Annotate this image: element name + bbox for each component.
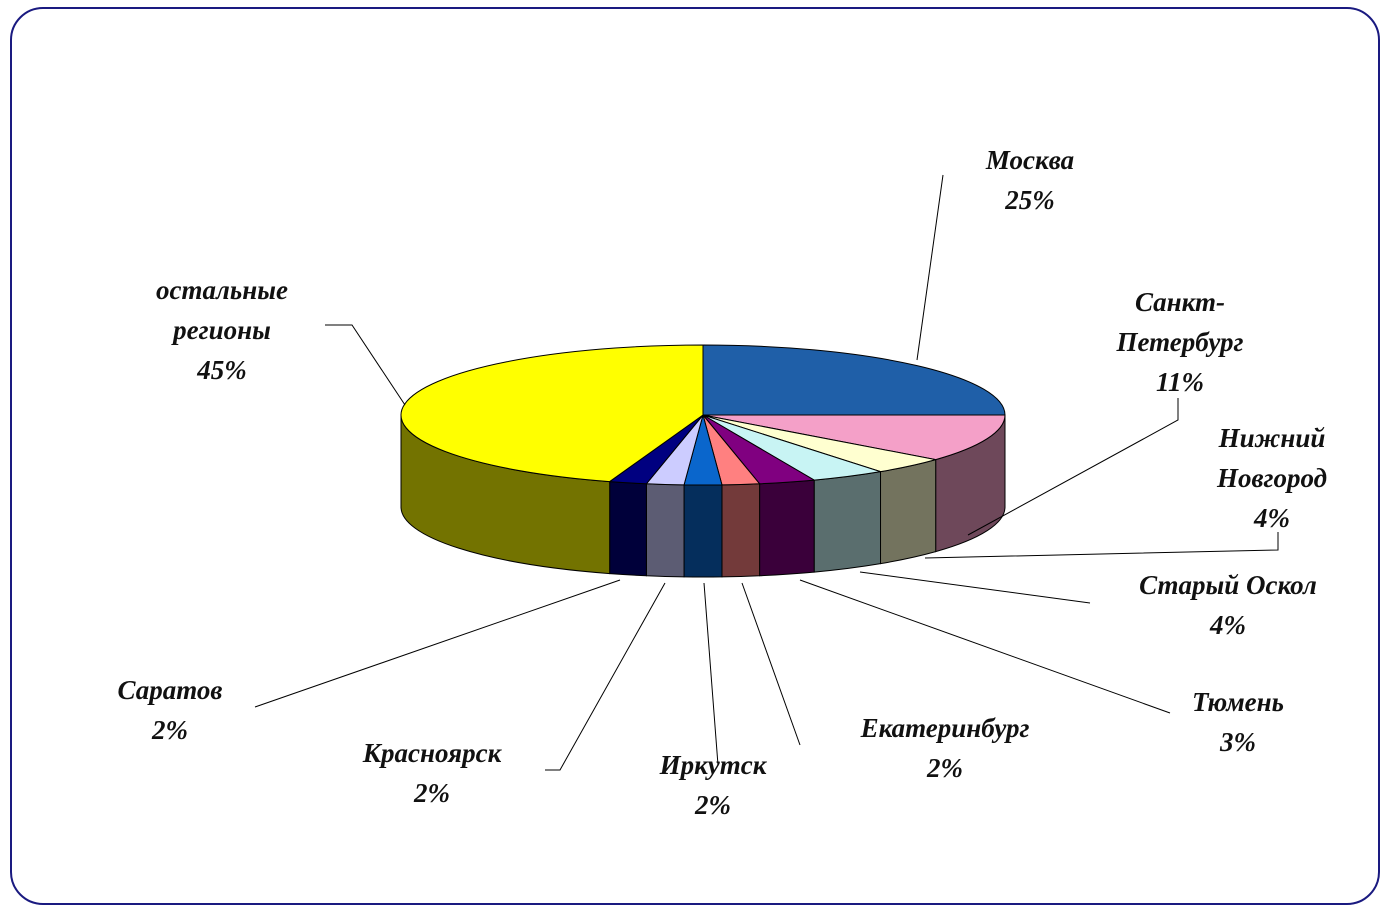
leader-line bbox=[741, 582, 801, 746]
leader-line bbox=[799, 579, 1171, 714]
value-label: 25% bbox=[1005, 185, 1055, 215]
category-name: Саратов bbox=[117, 675, 223, 705]
slice bbox=[702, 414, 1006, 461]
value-label: 4% bbox=[1254, 503, 1290, 533]
leader-line bbox=[545, 582, 666, 771]
category-name: Красноярск bbox=[362, 738, 502, 768]
category-name: Тюмень bbox=[1191, 687, 1285, 717]
slice-label: Санкт-Петербург 11% bbox=[1085, 282, 1275, 402]
category-name: Екатеринбург bbox=[860, 713, 1030, 743]
leader-line bbox=[967, 398, 1179, 536]
value-label: 45% bbox=[197, 355, 247, 385]
value-label: 2% bbox=[413, 778, 450, 808]
slice-label: остальные регионы 45% bbox=[112, 270, 332, 390]
category-name: Нижний Новгород bbox=[1216, 423, 1328, 493]
slice-side bbox=[880, 458, 937, 565]
value-label: 2% bbox=[927, 753, 963, 783]
slice-label: Иркутск 2% bbox=[660, 745, 767, 825]
category-name: Москва bbox=[985, 145, 1075, 175]
leader-line bbox=[924, 532, 1279, 559]
leader-line bbox=[325, 324, 406, 406]
slice bbox=[702, 344, 1006, 416]
leader-line bbox=[254, 579, 621, 708]
leader-line bbox=[703, 582, 719, 766]
value-label: 2% bbox=[695, 790, 731, 820]
slice-label: Екатеринбург 2% bbox=[861, 708, 1030, 788]
leader-line bbox=[859, 571, 1091, 604]
category-name: Санкт-Петербург bbox=[1116, 287, 1244, 357]
value-label: 2% bbox=[152, 715, 188, 745]
slice-label: Нижний Новгород 4% bbox=[1187, 418, 1357, 538]
slice-side bbox=[645, 483, 685, 578]
category-name: остальные регионы bbox=[156, 275, 288, 345]
slice-side bbox=[609, 481, 647, 577]
leader-line bbox=[916, 174, 944, 361]
category-name: Старый Оскол bbox=[1139, 570, 1317, 600]
slice-side bbox=[759, 479, 815, 577]
slice-label: Тюмень 3% bbox=[1192, 682, 1284, 762]
slice-side bbox=[813, 471, 882, 573]
slice-label: Москва 25% bbox=[986, 140, 1074, 220]
category-name: Иркутск bbox=[659, 750, 767, 780]
slice-side bbox=[683, 484, 723, 578]
slice-side bbox=[721, 483, 761, 578]
value-label: 4% bbox=[1210, 610, 1246, 640]
slice-label: Саратов 2% bbox=[118, 670, 223, 750]
slice-label: Старый Оскол 4% bbox=[1139, 565, 1317, 645]
value-label: 3% bbox=[1219, 727, 1256, 757]
value-label: 11% bbox=[1155, 367, 1204, 397]
slice-label: Красноярск 2% bbox=[363, 733, 502, 813]
